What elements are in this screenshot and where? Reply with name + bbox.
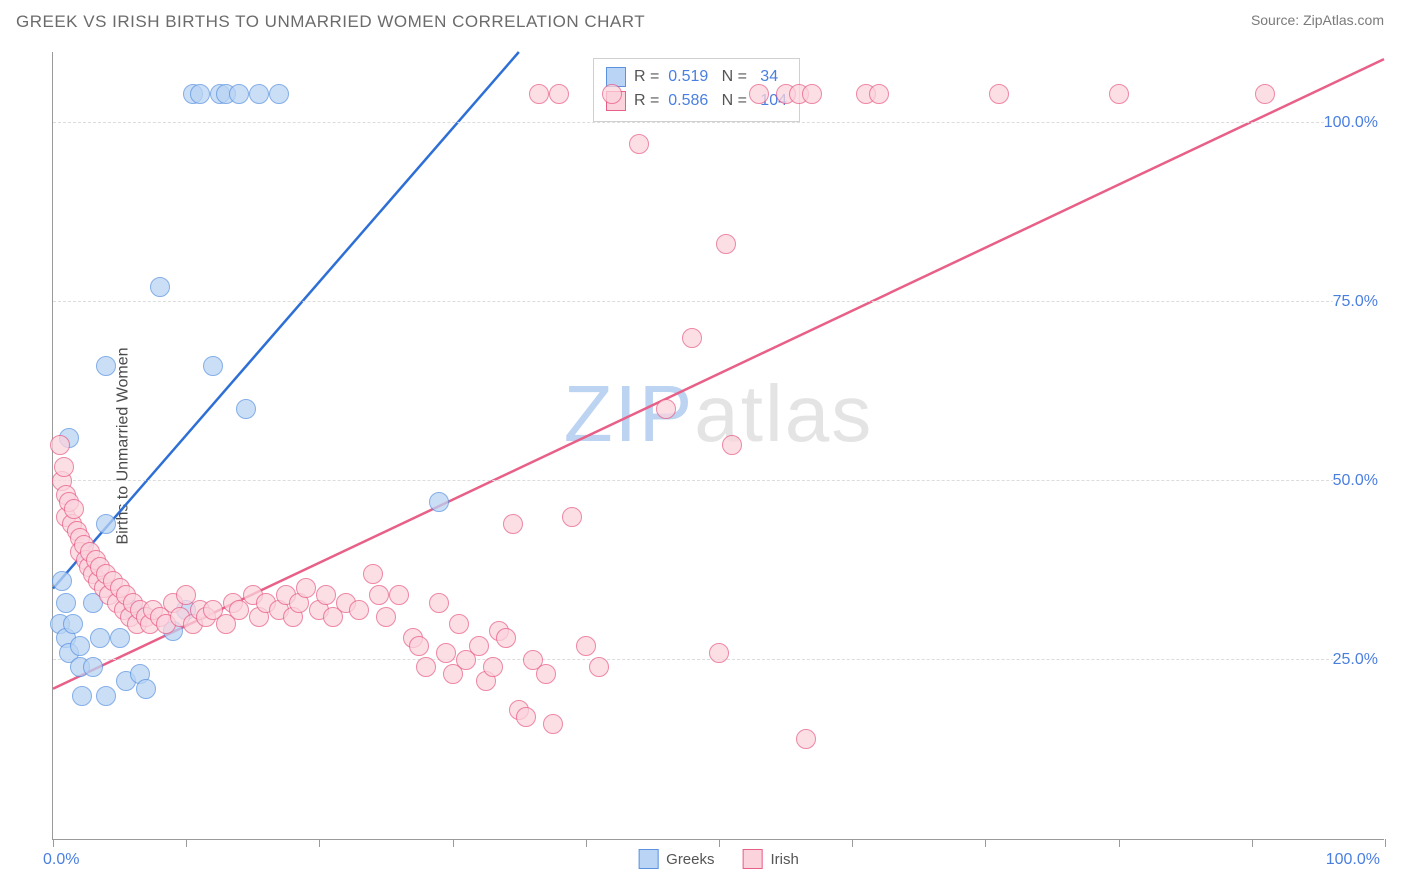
data-point bbox=[496, 628, 516, 648]
data-point bbox=[409, 636, 429, 656]
data-point bbox=[249, 84, 269, 104]
data-point bbox=[1255, 84, 1275, 104]
data-point bbox=[63, 614, 83, 634]
correlation-box: R = 0.519 N = 34R = 0.586 N = 104 bbox=[593, 58, 800, 122]
data-point bbox=[349, 600, 369, 620]
data-point bbox=[1109, 84, 1129, 104]
x-max-label: 100.0% bbox=[1326, 851, 1380, 869]
data-point bbox=[709, 643, 729, 663]
data-point bbox=[363, 564, 383, 584]
y-tick-label: 100.0% bbox=[1324, 114, 1386, 132]
x-tick bbox=[319, 839, 320, 847]
data-point bbox=[543, 714, 563, 734]
x-tick bbox=[719, 839, 720, 847]
data-point bbox=[83, 657, 103, 677]
y-tick-label: 25.0% bbox=[1333, 651, 1386, 669]
data-point bbox=[436, 643, 456, 663]
data-point bbox=[602, 84, 622, 104]
watermark: ZIPatlas bbox=[564, 368, 873, 460]
legend-item: Greeks bbox=[638, 849, 714, 869]
data-point bbox=[369, 585, 389, 605]
x-tick bbox=[985, 839, 986, 847]
data-point bbox=[296, 578, 316, 598]
data-point bbox=[229, 84, 249, 104]
data-point bbox=[70, 636, 90, 656]
legend-label: Greeks bbox=[666, 851, 714, 868]
data-point bbox=[389, 585, 409, 605]
source-name: ZipAtlas.com bbox=[1303, 12, 1384, 28]
plot-area: Births to Unmarried Women ZIPatlas R = 0… bbox=[52, 52, 1384, 840]
x-tick bbox=[586, 839, 587, 847]
data-point bbox=[589, 657, 609, 677]
data-point bbox=[629, 134, 649, 154]
legend-label: Irish bbox=[771, 851, 799, 868]
data-point bbox=[989, 84, 1009, 104]
y-tick-label: 75.0% bbox=[1333, 293, 1386, 311]
source-prefix: Source: bbox=[1251, 12, 1303, 28]
data-point bbox=[136, 679, 156, 699]
data-point bbox=[56, 593, 76, 613]
data-point bbox=[376, 607, 396, 627]
data-point bbox=[749, 84, 769, 104]
data-point bbox=[429, 492, 449, 512]
y-axis-label: Births to Unmarried Women bbox=[115, 347, 133, 544]
data-point bbox=[549, 84, 569, 104]
legend-swatch bbox=[743, 849, 763, 869]
data-point bbox=[483, 657, 503, 677]
data-point bbox=[802, 84, 822, 104]
grid-line bbox=[53, 480, 1384, 481]
data-point bbox=[269, 84, 289, 104]
data-point bbox=[52, 571, 72, 591]
data-point bbox=[150, 277, 170, 297]
grid-line bbox=[53, 122, 1384, 123]
data-point bbox=[449, 614, 469, 634]
x-tick bbox=[53, 839, 54, 847]
data-point bbox=[90, 628, 110, 648]
data-point bbox=[576, 636, 596, 656]
data-point bbox=[562, 507, 582, 527]
legend: Greeks Irish bbox=[638, 849, 799, 869]
x-tick bbox=[453, 839, 454, 847]
trend-lines bbox=[53, 52, 1384, 839]
data-point bbox=[536, 664, 556, 684]
data-point bbox=[96, 514, 116, 534]
data-point bbox=[50, 435, 70, 455]
data-point bbox=[236, 399, 256, 419]
data-point bbox=[716, 234, 736, 254]
data-point bbox=[796, 729, 816, 749]
x-tick bbox=[1119, 839, 1120, 847]
data-point bbox=[110, 628, 130, 648]
watermark-light: atlas bbox=[694, 369, 873, 458]
y-tick-label: 50.0% bbox=[1333, 472, 1386, 490]
data-point bbox=[96, 356, 116, 376]
data-point bbox=[72, 686, 92, 706]
data-point bbox=[416, 657, 436, 677]
data-point bbox=[529, 84, 549, 104]
source-attribution: Source: ZipAtlas.com bbox=[1251, 12, 1384, 28]
grid-line bbox=[53, 301, 1384, 302]
data-point bbox=[54, 457, 74, 477]
x-tick bbox=[852, 839, 853, 847]
data-point bbox=[190, 84, 210, 104]
x-origin-label: 0.0% bbox=[43, 851, 79, 869]
x-tick bbox=[1252, 839, 1253, 847]
legend-item: Irish bbox=[743, 849, 799, 869]
chart-title: GREEK VS IRISH BIRTHS TO UNMARRIED WOMEN… bbox=[16, 12, 645, 32]
data-point bbox=[316, 585, 336, 605]
data-point bbox=[429, 593, 449, 613]
data-point bbox=[516, 707, 536, 727]
data-point bbox=[503, 514, 523, 534]
x-tick bbox=[186, 839, 187, 847]
data-point bbox=[96, 686, 116, 706]
data-point bbox=[656, 399, 676, 419]
data-point bbox=[722, 435, 742, 455]
data-point bbox=[64, 499, 84, 519]
data-point bbox=[682, 328, 702, 348]
legend-swatch bbox=[638, 849, 658, 869]
data-point bbox=[469, 636, 489, 656]
x-tick bbox=[1385, 839, 1386, 847]
data-point bbox=[203, 356, 223, 376]
data-point bbox=[869, 84, 889, 104]
